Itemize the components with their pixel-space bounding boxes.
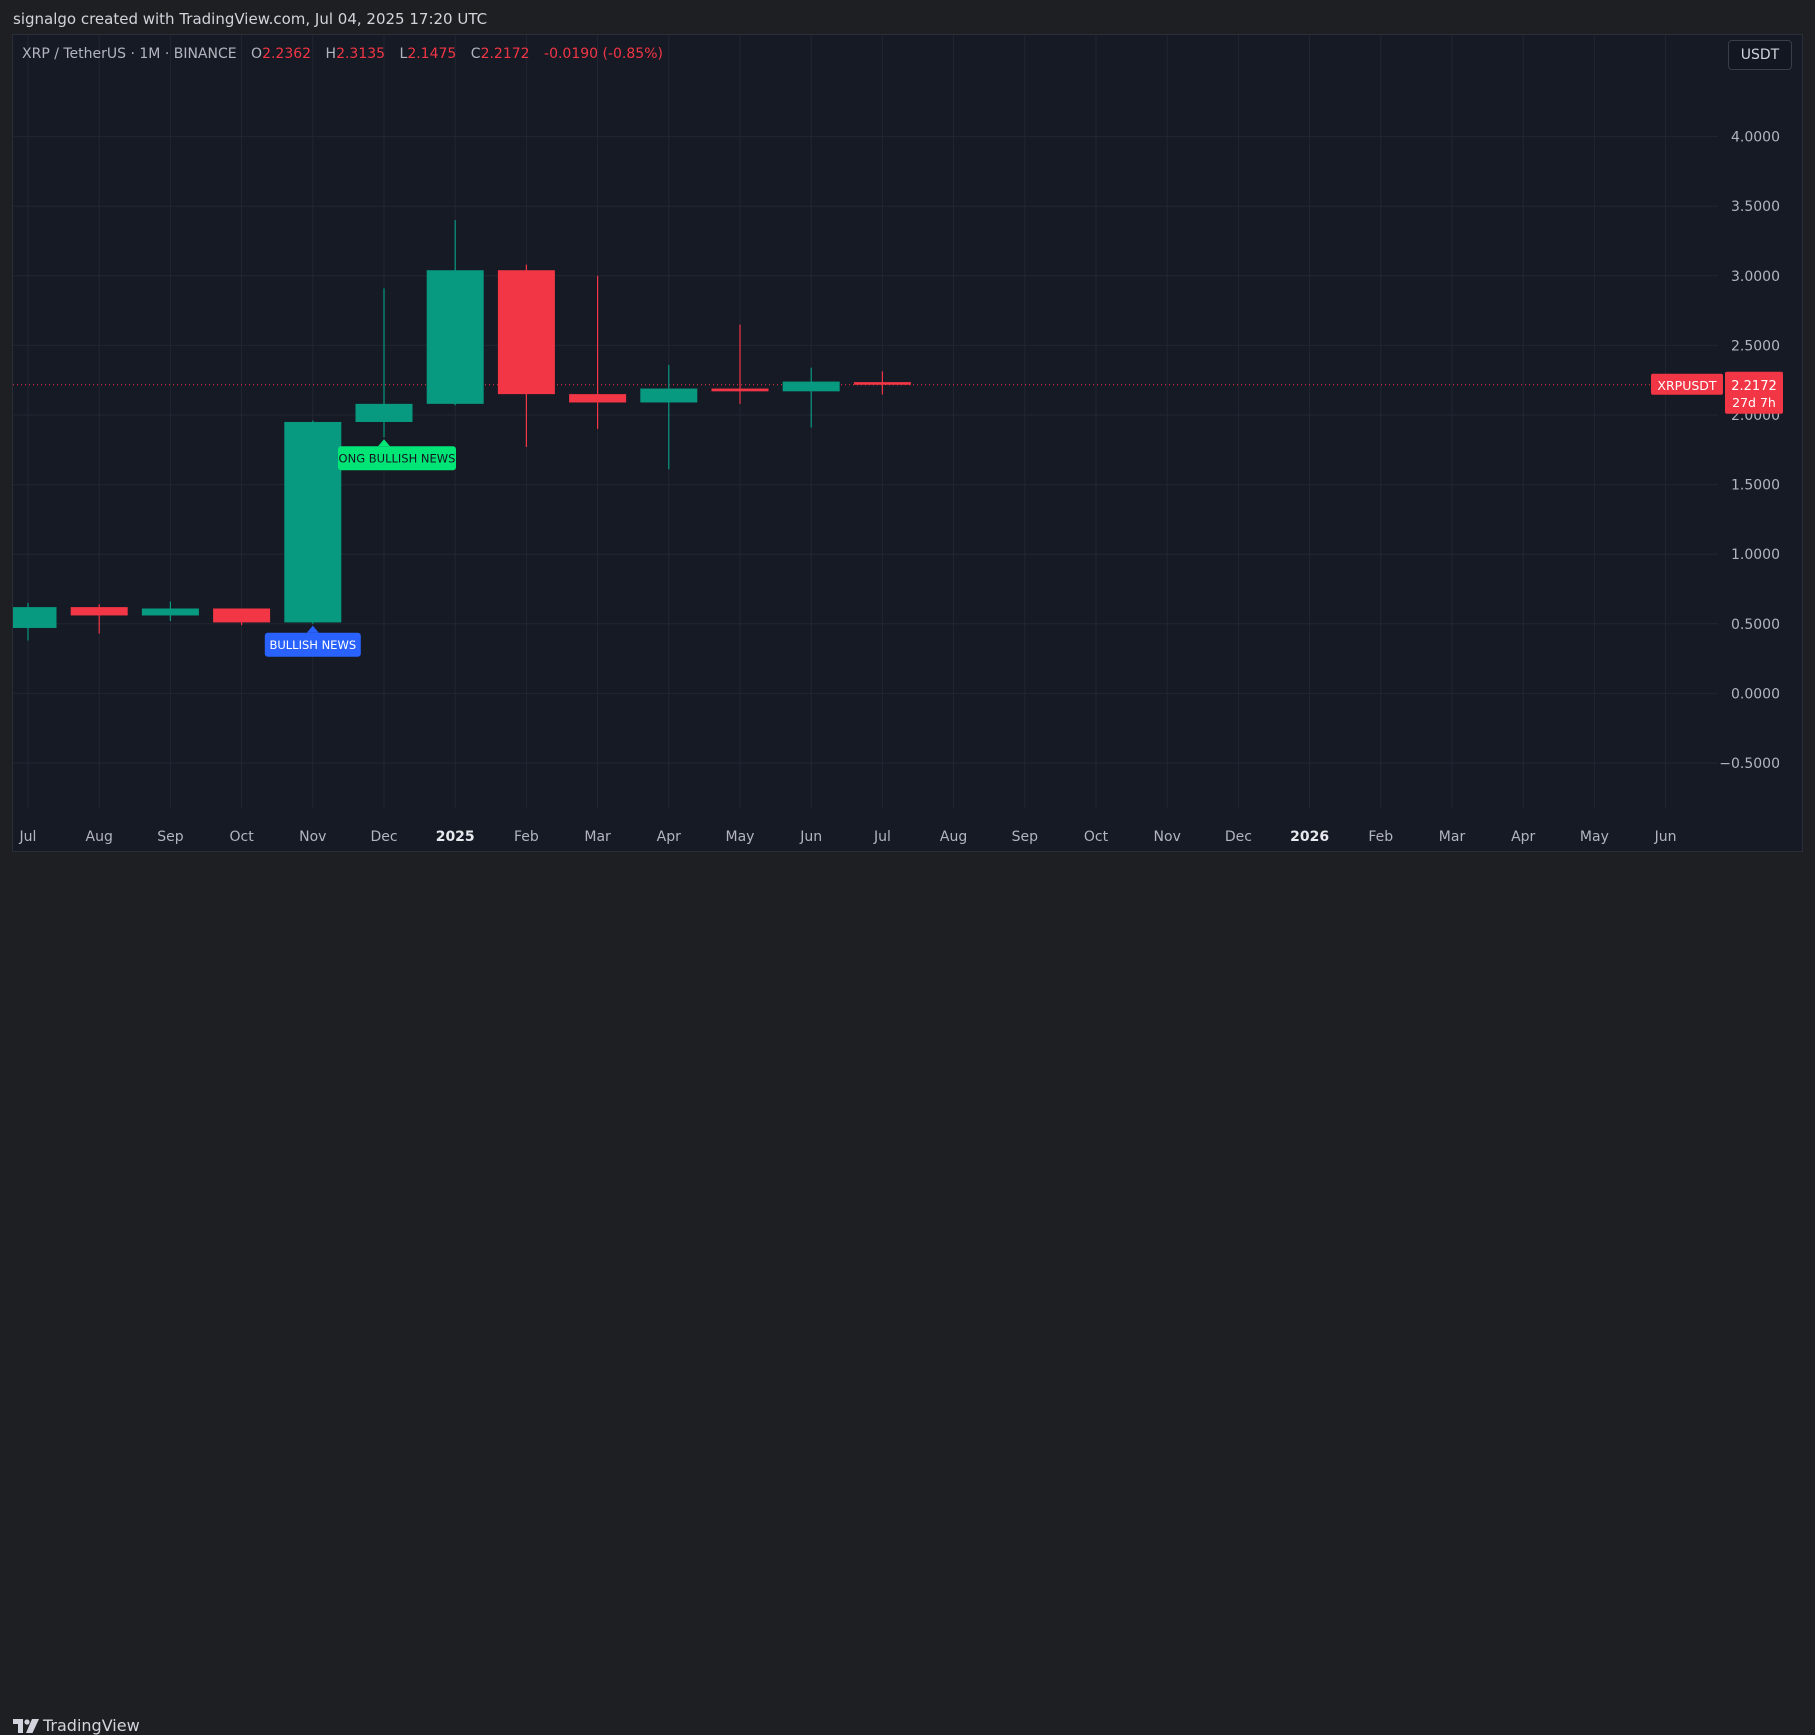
- high-value: 2.3135: [336, 46, 386, 62]
- currency-button[interactable]: USDT: [1728, 40, 1792, 70]
- tradingview-logo-icon: [13, 1718, 39, 1733]
- y-tick-label: 3.0000: [1731, 269, 1780, 285]
- symbol-price-tag: [1651, 373, 1723, 395]
- candle-body: [711, 388, 769, 392]
- signal-label-box: [338, 446, 456, 471]
- candle-body: [426, 270, 484, 404]
- low-value: 2.1475: [407, 46, 457, 62]
- top-bar: signalgo created with TradingView.com, J…: [0, 0, 1815, 34]
- low-label: L: [399, 46, 408, 62]
- x-tick-label: Dec: [370, 829, 397, 845]
- close-label: C: [470, 46, 481, 62]
- y-tick-label: 2.5000: [1731, 338, 1780, 354]
- x-tick-label: 2025: [436, 829, 475, 845]
- tradingview-logo-text: TradingView: [43, 1716, 140, 1735]
- change-value: -0.0190 (-0.85%): [544, 46, 663, 62]
- candle-body: [70, 607, 128, 616]
- x-tick-label: Apr: [657, 829, 681, 845]
- y-tick-label: 3.5000: [1731, 199, 1780, 215]
- signal-pointer: [378, 439, 390, 447]
- x-tick-label: Nov: [299, 829, 326, 845]
- candle-body: [853, 382, 911, 385]
- x-tick-label: Jun: [799, 829, 822, 845]
- symbol-legend: XRP / TetherUS · 1M · BINANCE O2.2362 H2…: [22, 46, 663, 62]
- footer: TradingView: [0, 852, 1815, 1735]
- symbol-price-tag-text: XRPUSDT: [1657, 378, 1716, 393]
- candlestick-chart: 4.00003.50003.00002.50002.00001.50001.00…: [13, 35, 1783, 845]
- y-tick-label: 4.0000: [1731, 130, 1780, 146]
- x-tick-label: Dec: [1225, 829, 1252, 845]
- x-tick-label: May: [1580, 829, 1609, 845]
- x-tick-label: 2026: [1290, 829, 1329, 845]
- x-tick-label: Jul: [19, 829, 37, 845]
- signal-label-text: BULLISH NEWS: [269, 638, 356, 652]
- close-value: 2.2172: [480, 46, 530, 62]
- x-tick-label: Mar: [584, 829, 611, 845]
- y-tick-label: −0.5000: [1719, 756, 1780, 772]
- candle-body: [355, 403, 413, 422]
- x-tick-label: Aug: [86, 829, 113, 845]
- x-tick-label: Jun: [1654, 829, 1677, 845]
- symbol-name[interactable]: XRP / TetherUS · 1M · BINANCE: [22, 46, 237, 62]
- signal-label-text: ONG BULLISH NEWS: [339, 451, 456, 465]
- x-tick-label: Sep: [157, 829, 184, 845]
- candle-body: [569, 394, 627, 403]
- y-tick-label: 0.5000: [1731, 617, 1780, 633]
- x-tick-label: Feb: [1368, 829, 1393, 845]
- x-tick-label: Nov: [1154, 829, 1181, 845]
- high-label: H: [325, 46, 337, 62]
- x-tick-label: May: [726, 829, 755, 845]
- x-tick-label: Sep: [1012, 829, 1039, 845]
- last-price-value: 2.2172: [1731, 379, 1777, 394]
- y-tick-label: 1.0000: [1731, 547, 1780, 563]
- candle-body: [782, 381, 840, 392]
- x-tick-label: Apr: [1511, 829, 1535, 845]
- x-tick-label: Oct: [1084, 829, 1109, 845]
- candle-body: [284, 421, 342, 623]
- x-tick-label: Mar: [1439, 829, 1466, 845]
- tradingview-logo[interactable]: TradingView: [13, 1716, 140, 1735]
- candle-body: [213, 608, 271, 623]
- y-tick-label: 1.5000: [1731, 478, 1780, 494]
- last-price-countdown: 27d 7h: [1732, 395, 1776, 410]
- open-value: 2.2362: [262, 46, 312, 62]
- candle-body: [640, 388, 698, 403]
- y-tick-label: 0.0000: [1731, 686, 1780, 702]
- x-tick-label: Aug: [940, 829, 967, 845]
- x-tick-label: Oct: [229, 829, 254, 845]
- candle-body: [13, 607, 57, 628]
- candle-body: [141, 608, 199, 616]
- candle-body: [497, 270, 555, 395]
- x-tick-label: Jul: [873, 829, 891, 845]
- signal-label-box: [264, 632, 361, 657]
- x-tick-label: Feb: [514, 829, 539, 845]
- open-label: O: [251, 46, 263, 62]
- candles-group: [13, 220, 911, 641]
- attribution-text: signalgo created with TradingView.com, J…: [13, 10, 488, 28]
- signal-pointer: [306, 625, 319, 633]
- last-price-tag: [1725, 371, 1783, 414]
